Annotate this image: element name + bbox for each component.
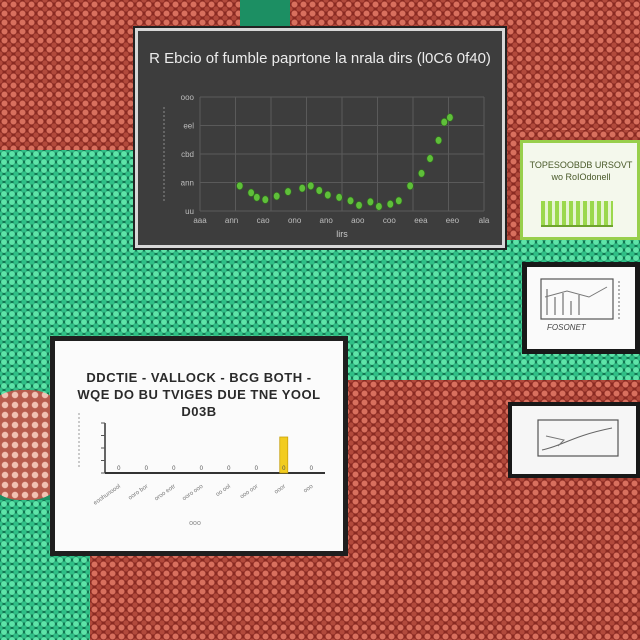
bar-category-label: oroo eotr — [154, 484, 177, 503]
scatter-point — [261, 195, 269, 204]
bar-zero-marker: 0 — [310, 466, 314, 472]
scatter-point — [418, 169, 426, 178]
bar-chart-panel: DDCTIE - VALLOCK - BCG BOTH - WQE DO BU … — [50, 336, 348, 556]
bar-zero-marker: 0 — [255, 466, 259, 472]
scatter-point — [298, 184, 306, 193]
bar-category-label: ooor — [274, 484, 287, 496]
bar-zero-marker: 0 — [172, 466, 176, 472]
scatter-y-tick-label: eel — [183, 122, 194, 131]
scatter-x-tick-label: eea — [414, 216, 428, 225]
scatter-point — [406, 181, 414, 191]
bar-category-label: oo ool — [215, 484, 232, 498]
scatter-point — [236, 181, 244, 191]
scatter-point — [307, 181, 315, 191]
scatter-point — [347, 196, 355, 205]
scatter-point — [355, 201, 363, 210]
bar-zero-marker: 0 — [145, 466, 149, 472]
green-thumbnail-title: TOPESOOBDB URSOVT wo RoIOdonell — [529, 160, 633, 182]
scatter-x-tick-label: ala — [479, 216, 490, 225]
green-thumbnail-bars — [541, 201, 613, 227]
scatter-point — [284, 187, 292, 196]
scatter-point — [446, 113, 454, 122]
scatter-x-tick-label: aaa — [193, 216, 207, 225]
scatter-y-tick-label: uu — [185, 207, 194, 216]
bar-category-label: ooro bor — [128, 484, 150, 502]
scatter-x-tick-label: ann — [225, 216, 238, 225]
scatter-x-tick-label: ono — [288, 216, 302, 225]
scatter-x-tick-label: aoo — [351, 216, 365, 225]
scatter-x-tick-label: eeo — [446, 216, 460, 225]
bar-chart-title: DDCTIE - VALLOCK - BCG BOTH - WQE DO BU … — [77, 370, 321, 419]
bar-zero-marker: 0 — [200, 466, 204, 472]
scatter-chart-title: R Ebcio of fumble paprtone la nrala dirs… — [149, 50, 491, 67]
bar-x-axis-label: ooo — [189, 520, 201, 527]
scatter-y-tick-label: ooo — [181, 93, 195, 102]
bar-chart: 0 eoohunoool 0 ooro bor 0 oroo eotr 0 ooro ooo 0… — [78, 413, 325, 527]
bar-category-label: ooo oor — [239, 484, 259, 501]
bar-zero-marker: 0 — [227, 466, 231, 472]
scatter-point — [375, 202, 383, 211]
scatter-point — [335, 193, 343, 202]
scatter-point — [386, 200, 394, 209]
scatter-point — [440, 117, 448, 127]
bar-category-label: eoohunoool — [93, 484, 122, 507]
sketch-thumbnail-panel-1: FOSONET — [522, 262, 640, 354]
scatter-x-axis-label: lirs — [336, 229, 348, 239]
bar-zero-marker: 0 — [282, 466, 286, 472]
scatter-x-tick-label: cao — [257, 216, 270, 225]
scatter-point — [366, 197, 374, 206]
scatter-point — [395, 196, 403, 205]
sketch-drawing-2 — [537, 419, 619, 457]
scatter-point — [273, 192, 281, 201]
bar-category-label: ooo — [303, 483, 315, 494]
scatter-point — [426, 154, 434, 163]
scatter-x-tick-label: coo — [383, 216, 396, 225]
scatter-point — [324, 190, 332, 200]
bar — [279, 436, 289, 474]
scatter-x-tick-label: ano — [320, 216, 334, 225]
bar-zero-marker: 0 — [117, 466, 121, 472]
bar-category-label: ooro ooo — [182, 483, 205, 502]
sketch-drawing-1 — [540, 278, 620, 320]
scatter-point — [253, 193, 261, 202]
scatter-chart: uu ann cbd eel ooo aaa ann cao ono ano aoo coo eea ee… — [163, 93, 490, 239]
scatter-chart-panel: R Ebcio of fumble paprtone la nrala dirs… — [135, 28, 505, 248]
scatter-point — [247, 188, 255, 197]
sketch-thumbnail-panel-2 — [508, 402, 640, 478]
scatter-point — [435, 136, 443, 145]
sketch-label: FOSONET — [547, 323, 586, 332]
green-thumbnail-panel: TOPESOOBDB URSOVT wo RoIOdonell — [520, 140, 640, 240]
scatter-point — [315, 186, 323, 195]
scatter-y-tick-label: ann — [181, 179, 194, 188]
scatter-y-tick-label: cbd — [181, 150, 194, 159]
